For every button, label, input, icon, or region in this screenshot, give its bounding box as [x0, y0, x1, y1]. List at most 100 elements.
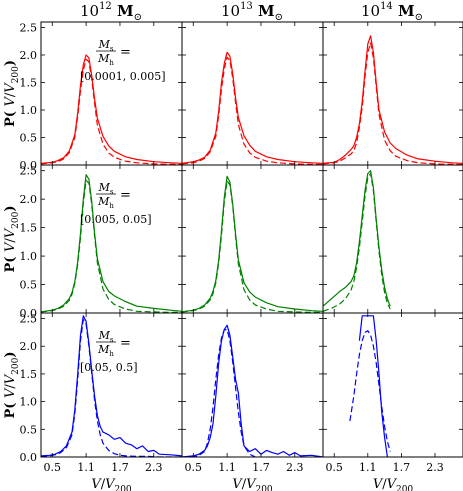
y-tick-label: 1.0	[20, 104, 38, 117]
svg-text:Mh: Mh	[97, 195, 114, 210]
ticks-r2-c2	[323, 313, 463, 458]
y-tick-label: 1.5	[20, 222, 38, 235]
ticks-r1-c2	[323, 165, 463, 314]
y-tick-label: 1.5	[20, 77, 38, 90]
y-tick-label: 0.0	[20, 307, 38, 320]
column-title-2: 1014 M⊙	[361, 1, 423, 23]
solid-line-r2-c0	[41, 315, 182, 457]
y-tick-label: 0.0	[20, 159, 38, 172]
svg-text:=: =	[120, 336, 131, 351]
dashed-line-r2-c2	[349, 330, 391, 452]
x-tick-labels: 0.5 1.1 1.7 2.3 0.5 1.1 1.7 2.3 0.5 1.1 1.7 2.3	[44, 461, 444, 474]
x-axis-labels: V/V200 V/V200 V/V200	[91, 477, 413, 491]
ticks-r1-c0: 0.0 0.5 1.0 1.5 2.0 2.5	[20, 165, 182, 320]
dashed-line-r0-c1	[182, 56, 323, 165]
x-tick-label: 0.5	[44, 461, 62, 474]
column-title-0: 1012 M⊙	[80, 1, 142, 23]
x-tick-label: 0.5	[185, 461, 203, 474]
x-tick-label: 1.1	[77, 461, 95, 474]
column-title-1: 1013 M⊙	[221, 1, 283, 23]
x-tick-label: 1.1	[218, 461, 236, 474]
dashed-line-r2-c1	[182, 329, 256, 457]
solid-line-r0-c0	[41, 54, 182, 164]
ticks-r0-c2	[323, 22, 463, 166]
y-tick-label: 0.5	[20, 279, 38, 292]
x-tick-label: 2.3	[145, 461, 163, 474]
panel-frame	[181, 21, 324, 166]
y-tick-label: 1.0	[20, 250, 38, 263]
ticks-r0-c0: 0.0 0.5 1.0 1.5 2.0 2.5	[20, 22, 182, 172]
panel-frame	[322, 312, 463, 458]
solid-line-r0-c2	[323, 35, 463, 164]
svg-text:=: =	[120, 45, 131, 60]
x-tick-label: 1.1	[359, 461, 377, 474]
ticks-r2-c0: 0.0 0.5 1.0 1.5 2.0 2.5	[20, 313, 182, 464]
y-axis-labels: P( V/V200) P( V/V200) P( V/V200)	[3, 60, 21, 418]
solid-line-r2-c1	[182, 324, 323, 457]
y-tick-label: 0.5	[20, 423, 38, 436]
svg-text:Mh: Mh	[97, 343, 114, 358]
y-tick-label: 2.0	[20, 340, 38, 353]
y-tick-label: 1.0	[20, 396, 38, 409]
x-tick-label: 0.5	[325, 461, 343, 474]
ticks-r2-c1	[182, 313, 323, 458]
y-axis-label-row-2: P( V/V200)	[3, 352, 21, 419]
mass-ratio-range: [0.05, 0.5]	[80, 361, 138, 374]
y-axis-label-row-1: P( V/V200)	[3, 206, 21, 273]
ticks-r0-c1	[182, 22, 323, 166]
dashed-line-r1-c2	[323, 172, 391, 312]
solid-line-r1-c0	[41, 174, 182, 313]
ticks-r1-c1	[182, 165, 323, 314]
mass-ratio-range: [0.005, 0.05]	[80, 213, 152, 226]
panel-frame	[322, 164, 463, 314]
svg-text:Ms: Ms	[98, 181, 114, 196]
panel-frame	[322, 21, 463, 166]
panel-r2-c2	[322, 312, 463, 458]
y-tick-label: 2.5	[20, 313, 38, 326]
x-axis-label-col-0: V/V200	[91, 477, 132, 491]
x-tick-label: 2.3	[426, 461, 444, 474]
panel-r1-c2	[322, 164, 463, 314]
panel-r1-c1	[181, 164, 324, 314]
y-axis-label-row-0: P( V/V200)	[3, 60, 21, 127]
panel-r0-c2	[322, 21, 463, 166]
solid-line-r2-c2	[358, 315, 388, 457]
panel-frame	[40, 312, 183, 458]
svg-text:Ms: Ms	[98, 38, 114, 53]
solid-line-r1-c2	[323, 170, 391, 307]
dashed-line-r1-c0	[41, 179, 182, 313]
y-tick-label: 0.5	[20, 132, 38, 145]
y-tick-label: 2.0	[20, 193, 38, 206]
x-tick-label: 2.3	[286, 461, 304, 474]
y-tick-label: 1.5	[20, 368, 38, 381]
x-axis-label-col-1: V/V200	[232, 477, 273, 491]
y-tick-label: 0.0	[20, 451, 38, 464]
x-axis-label-col-2: V/V200	[373, 477, 414, 491]
solid-line-r0-c1	[182, 51, 323, 164]
dashed-line-r0-c2	[323, 42, 463, 165]
panel-frame	[181, 312, 324, 458]
panel-r0-c1	[181, 21, 324, 166]
svg-text:=: =	[120, 188, 131, 203]
mass-ratio-range: [0.0001, 0.005]	[80, 70, 166, 83]
y-tick-label: 2.5	[20, 22, 38, 35]
x-tick-label: 1.7	[252, 461, 270, 474]
panel-frame	[181, 164, 324, 314]
x-tick-label: 1.7	[111, 461, 129, 474]
dashed-line-r0-c0	[41, 58, 182, 165]
panel-r2-c1	[181, 312, 324, 458]
y-tick-label: 2.5	[20, 165, 38, 178]
svg-text:Ms: Ms	[98, 329, 114, 344]
dashed-line-r1-c1	[182, 180, 323, 313]
x-tick-label: 1.7	[393, 461, 411, 474]
column-titles: 1012 M⊙ 1013 M⊙ 1014 M⊙	[80, 1, 423, 23]
solid-line-r1-c1	[182, 175, 323, 313]
